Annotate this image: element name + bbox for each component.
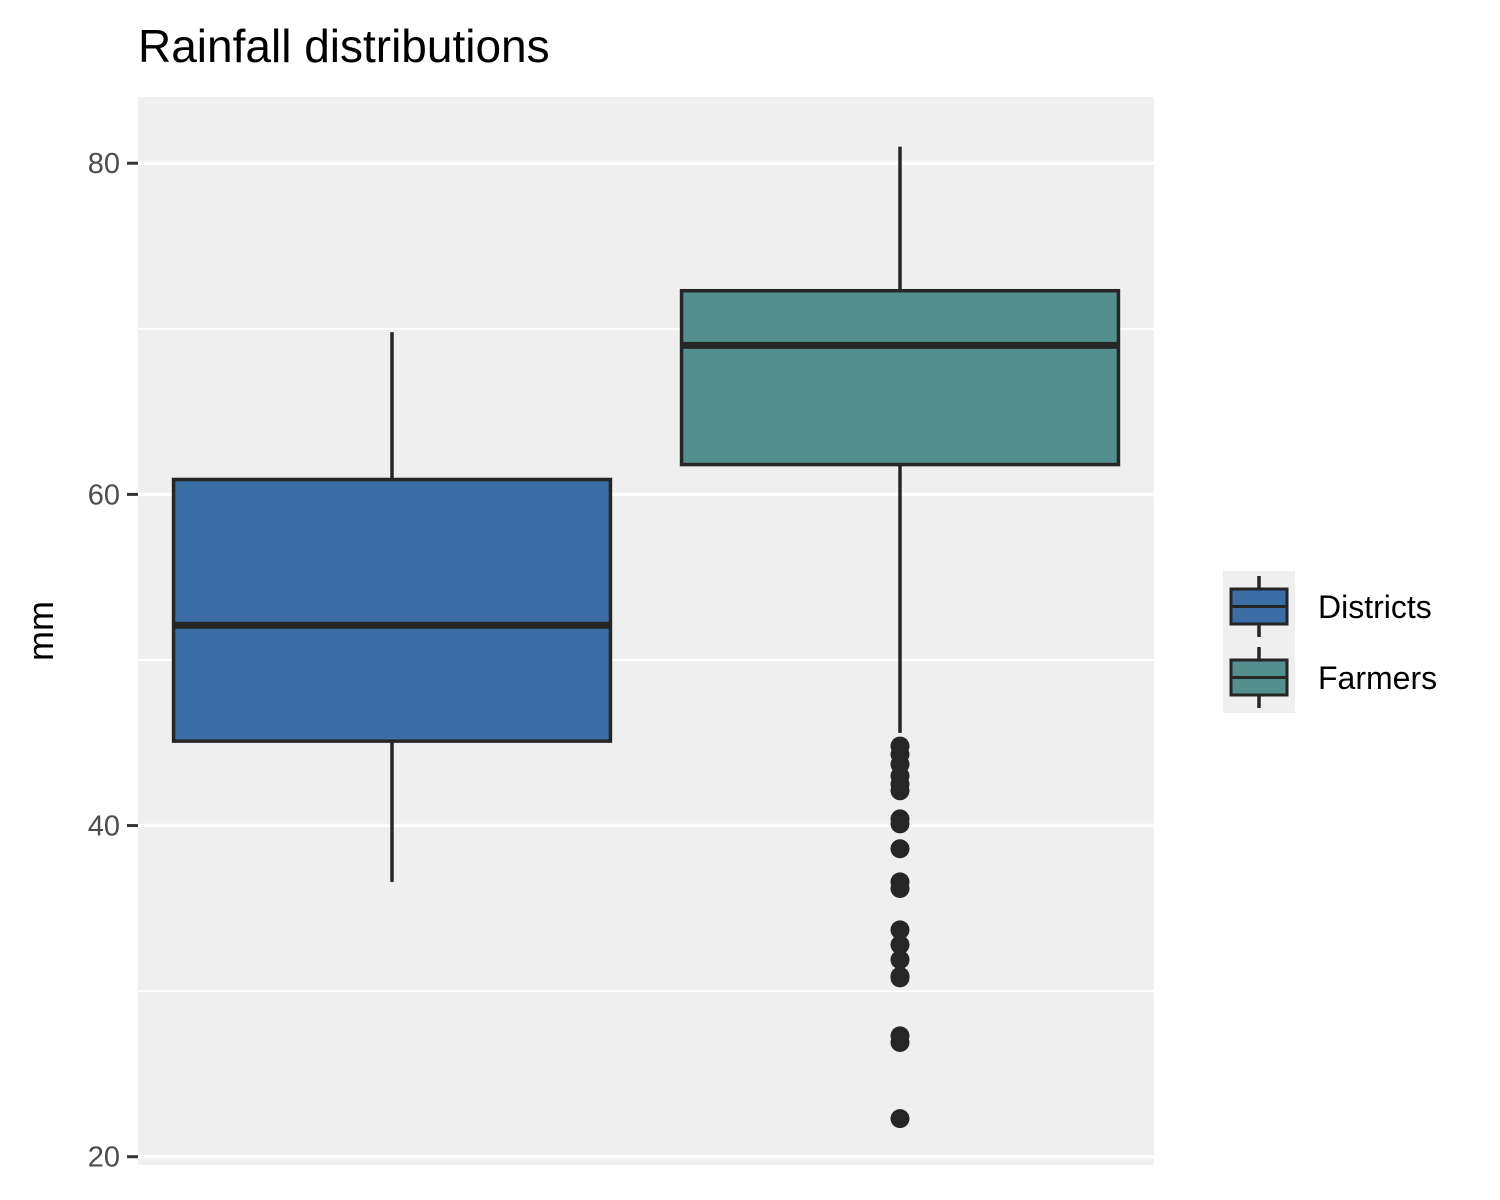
iqr-box (171, 477, 613, 743)
outlier-point (890, 1109, 910, 1129)
outlier-point (890, 839, 910, 859)
legend-label: Farmers (1318, 660, 1437, 696)
boxes (171, 146, 1121, 1129)
box-farmers (679, 146, 1121, 1129)
y-tick-label: 20 (88, 1142, 120, 1174)
iqr-box (679, 288, 1121, 467)
chart-title: Rainfall distributions (138, 20, 550, 72)
y-axis-label: mm (20, 601, 61, 661)
gridlines (138, 161, 1154, 1159)
outlier-point (890, 935, 910, 955)
y-tick-label: 80 (88, 148, 120, 180)
legend: Districts Farmers (1223, 571, 1437, 713)
legend-item-districts: Districts (1229, 576, 1432, 637)
y-axis: 20 40 60 80 (88, 148, 138, 1174)
box-districts (171, 332, 613, 882)
outlier-point (890, 1032, 910, 1052)
outlier-point (890, 781, 910, 801)
y-tick-label: 40 (88, 811, 120, 843)
outlier-point (890, 814, 910, 834)
y-tick-label: 60 (88, 479, 120, 511)
legend-item-farmers: Farmers (1229, 647, 1437, 708)
legend-label: Districts (1318, 589, 1432, 625)
outlier-point (890, 950, 910, 970)
outlier-point (890, 878, 910, 898)
outlier-point (890, 920, 910, 940)
outlier-point (890, 968, 910, 988)
